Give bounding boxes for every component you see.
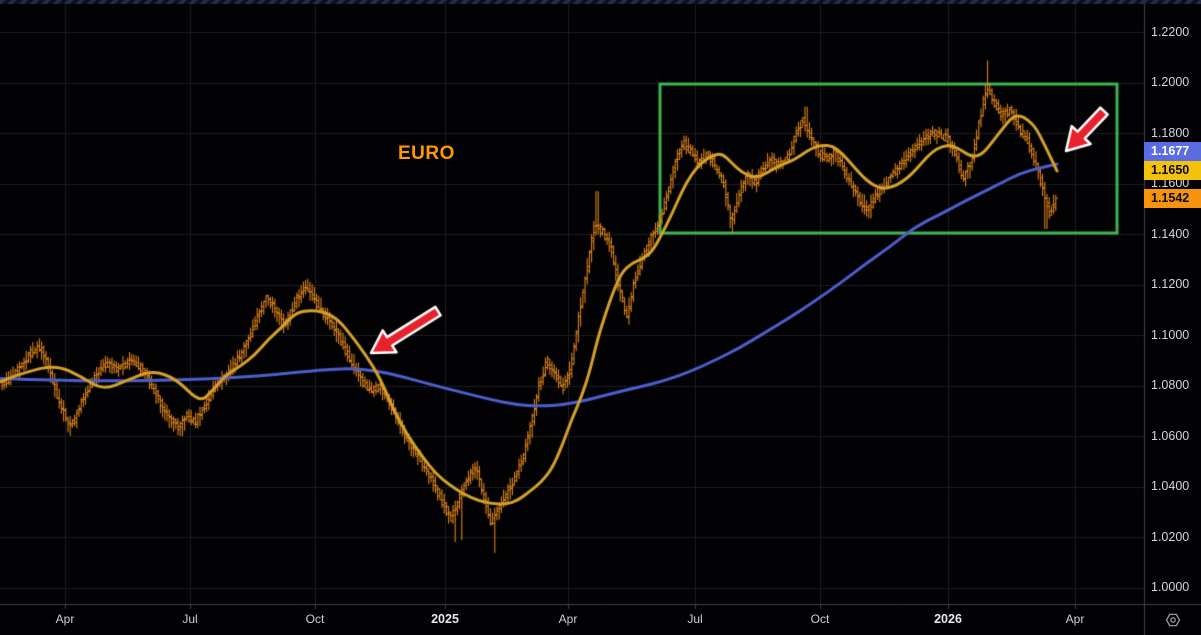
window-top-stripe: [0, 0, 1201, 4]
time-tick-label: Apr: [1065, 612, 1085, 626]
price-tick-label: 1.1200: [1151, 277, 1190, 292]
price-tick-label: 1.2200: [1151, 24, 1190, 39]
time-tick-label: Apr: [55, 612, 75, 626]
time-tick-label: Apr: [558, 612, 578, 626]
ma-fast-price-value: 1.1650: [1151, 163, 1190, 178]
price-tick-label: 1.1800: [1151, 125, 1190, 140]
time-tick-label: 2026: [934, 612, 962, 626]
price-tick-label: 1.1000: [1151, 327, 1190, 342]
time-axis[interactable]: Apr Jul Oct 2025 Apr Jul Oct 2026 Apr: [0, 605, 1144, 635]
price-tick-label: 1.2000: [1151, 75, 1190, 90]
last-price-value: 1.1542: [1151, 190, 1190, 205]
price-tick-label: 1.0200: [1151, 529, 1190, 544]
price-tick-label: 1.0800: [1151, 378, 1190, 393]
axis-settings-gear-icon[interactable]: [1165, 612, 1181, 628]
time-tick-label: Oct: [305, 612, 325, 626]
time-tick-label: Oct: [810, 612, 830, 626]
last-price-badge: 1.1542: [1144, 188, 1201, 208]
time-tick-label: 2025: [431, 612, 459, 626]
time-tick-label: Jul: [182, 612, 198, 626]
ma-slow-price-value: 1.1677: [1151, 144, 1190, 159]
symbol-label[interactable]: EURO: [398, 143, 455, 165]
price-tick-label: 1.0000: [1151, 580, 1190, 595]
time-tick-label: Jul: [687, 612, 703, 626]
ma-fast-price-badge: 1.1650: [1144, 161, 1201, 181]
axis-corner: [1145, 605, 1201, 635]
price-axis[interactable]: 1.1677 1.1650 1.1542 1.0000 1.0200 1.0400 1…: [1144, 0, 1201, 604]
price-tick-label: 1.1400: [1151, 226, 1190, 241]
price-tick-label: 1.0400: [1151, 479, 1190, 494]
price-tick-label: 1.0600: [1151, 428, 1190, 443]
ma-slow-price-badge: 1.1677: [1144, 142, 1201, 162]
